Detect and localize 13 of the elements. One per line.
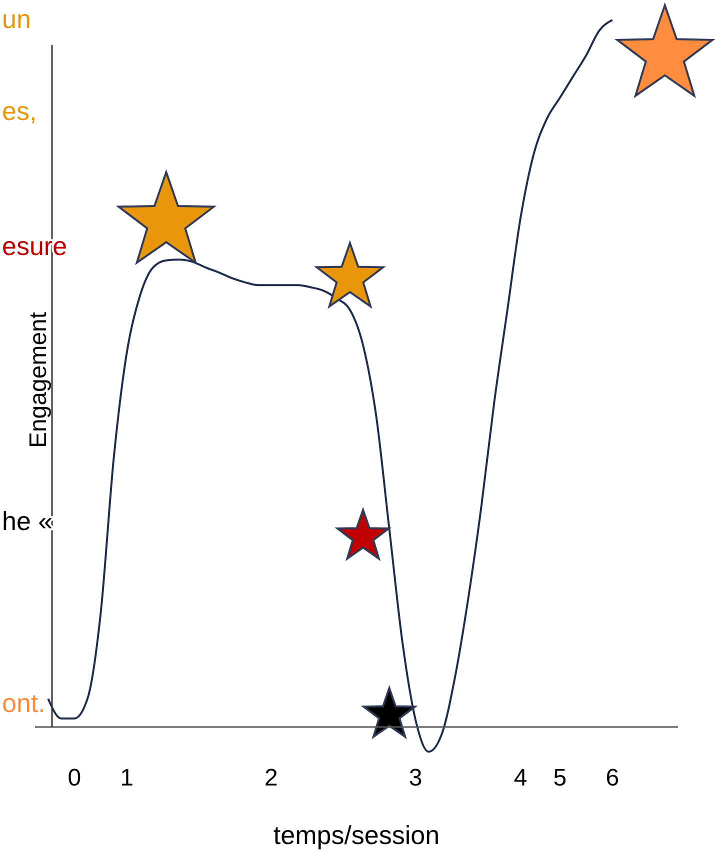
annotation: he « [2,506,53,536]
x-tick-label: 6 [606,764,620,792]
x-tick-label: 2 [264,764,278,792]
x-tick-label: 5 [553,764,567,792]
x-axis-title: temps/session [273,820,440,850]
x-tick-label: 1 [120,764,134,792]
x-tick-label: 4 [514,764,528,792]
y-axis-title: Engagement [25,312,52,448]
annotation: es, [2,96,37,126]
x-tick-label: 0 [68,764,82,792]
annotation: ont. [2,688,46,718]
x-tick-label: 3 [408,764,422,792]
text: un [2,4,31,34]
